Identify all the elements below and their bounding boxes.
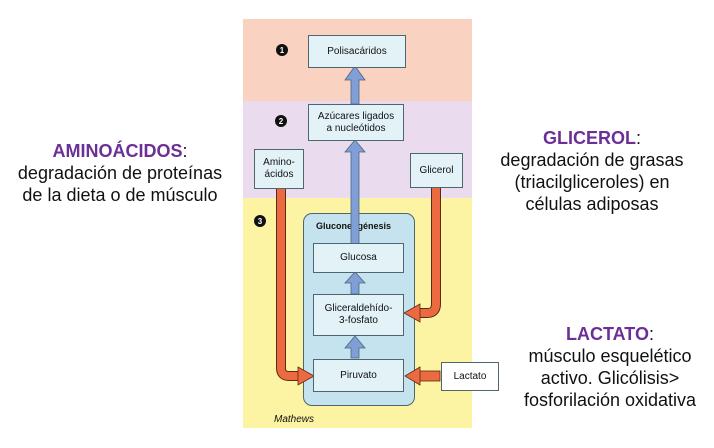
credit-mathews: Mathews [274,414,315,425]
arrow-gliceraldehido-to-glucosa [344,271,366,295]
glicerol-line-2: (triacilgliceroles) en [514,172,670,192]
arrow-lactato-to-piruvato [404,366,441,386]
node-aminoacidos-line-1: Amino- [263,157,295,168]
node-gliceraldehido-line-1: Gliceraldehído- [324,303,393,314]
step-2-marker: 2 [275,115,287,127]
glicerol-heading: GLICEROL [542,128,636,148]
glicerol-line-1: degradación de grasas [500,150,684,170]
lactato-heading-line: LACTATO: [508,323,712,345]
lactato-heading: LACTATO [565,324,649,344]
lactato-line-3: fosforilación oxidativa [523,390,697,410]
aminoacidos-heading-line: AMINOÁCIDOS: [2,140,238,162]
node-lactato: Lactato [441,362,499,391]
step-3-marker: 3 [254,215,266,227]
aminoacidos-colon: : [182,141,188,161]
node-gliceraldehido-line-2: 3-fosfato [339,315,378,326]
arrow-glicerol-to-gliceraldehido [403,188,441,323]
step-1-marker: 1 [276,44,288,56]
arrow-azucares-to-polisacaridos [344,65,366,105]
node-glucosa: Glucosa [313,243,404,273]
glicerol-line-3: células adiposas [525,194,659,214]
node-glicerol: Glicerol [410,153,463,188]
lactato-annotation: LACTATO: músculo esquelético activo. Gli… [508,323,712,411]
node-piruvato: Piruvato [313,359,404,392]
aminoacidos-line-2: de la dieta o de músculo [22,185,218,205]
aminoacidos-heading: AMINOÁCIDOS [52,141,183,161]
lactato-colon: : [648,324,654,344]
arrow-piruvato-to-gliceraldehido [344,335,366,359]
aminoacidos-line-1: degradación de proteínas [17,163,223,183]
node-gliceraldehido: Gliceraldehído- 3-fosfato [313,294,404,336]
node-aminoacidos: Amino- ácidos [254,149,304,189]
node-azucares-ligados: Azúcares ligados a nucleótidos [308,104,404,141]
node-polisacaridos: Polisacáridos [308,35,406,68]
node-aminoacidos-line-2: ácidos [264,169,294,180]
glicerol-colon: : [635,128,641,148]
node-azucares-line-2: a nucleótidos [326,122,386,134]
aminoacidos-annotation: AMINOÁCIDOS: degradación de proteínas de… [2,140,238,206]
node-azucares-line-1: Azúcares ligados [317,110,395,122]
arrow-aminoacidos-to-piruvato [276,188,315,386]
glicerol-annotation: GLICEROL: degradación de grasas (triacil… [480,127,704,215]
lactato-line-2: activo. Glicólisis> [540,368,680,388]
lactato-line-1: músculo esquelético [528,346,692,366]
glicerol-heading-line: GLICEROL: [480,127,704,149]
arrow-glucosa-to-azucares [344,139,366,246]
